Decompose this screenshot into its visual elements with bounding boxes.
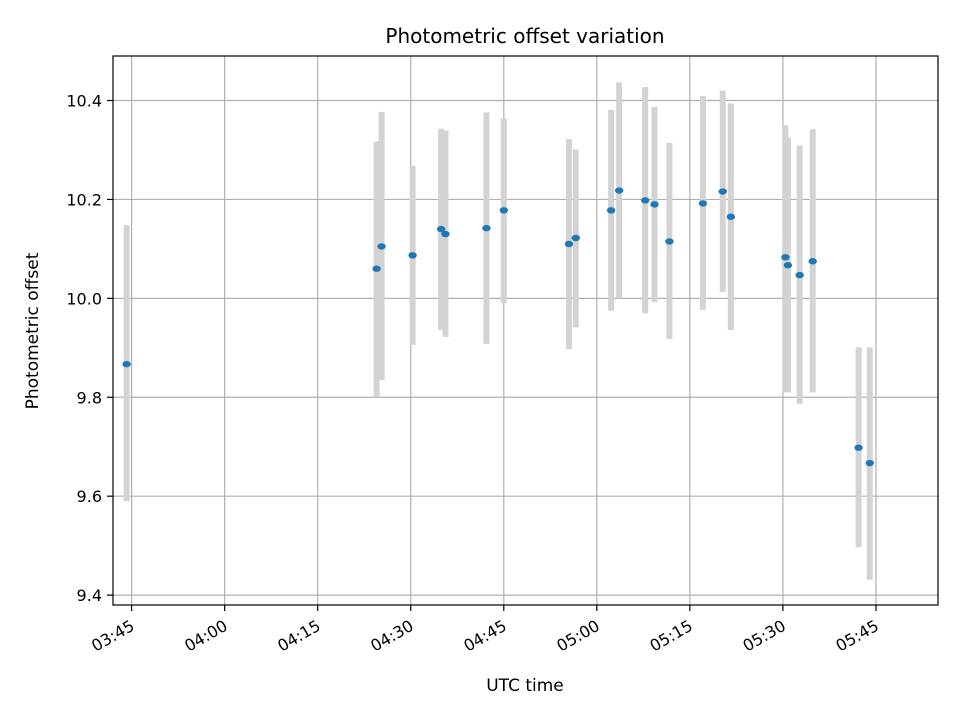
y-tick-label: 10.4 bbox=[66, 92, 102, 111]
y-tick-label: 10.2 bbox=[66, 190, 102, 209]
data-point bbox=[808, 258, 817, 265]
data-point bbox=[665, 238, 674, 245]
data-point bbox=[783, 262, 793, 269]
data-point bbox=[650, 201, 659, 208]
data-point bbox=[122, 360, 131, 368]
data-point bbox=[698, 200, 708, 207]
data-point bbox=[571, 234, 580, 242]
data-point bbox=[718, 188, 727, 195]
data-point bbox=[795, 271, 804, 279]
data-point bbox=[441, 230, 450, 238]
data-point bbox=[372, 265, 381, 272]
data-point bbox=[499, 207, 508, 214]
y-tick-label: 9.6 bbox=[77, 487, 102, 506]
data-point bbox=[641, 197, 650, 204]
y-axis-ticks: 9.4 9.6 9.8 10.0 10.2 10.4 bbox=[66, 92, 113, 605]
y-tick-label: 9.8 bbox=[77, 388, 102, 407]
y-tick-label: 10.0 bbox=[66, 289, 102, 308]
data-point bbox=[482, 224, 491, 232]
data-point bbox=[564, 240, 574, 248]
data-points bbox=[122, 187, 874, 467]
plot-frame bbox=[112, 55, 939, 606]
data-point bbox=[781, 254, 790, 261]
x-axis-label: UTC time bbox=[486, 676, 564, 696]
data-point bbox=[865, 459, 874, 467]
data-point bbox=[436, 225, 446, 233]
chart-title: Photometric offset variation bbox=[385, 24, 664, 48]
data-point bbox=[726, 213, 736, 220]
data-point bbox=[606, 207, 616, 214]
y-tick-label: 9.4 bbox=[77, 586, 102, 605]
data-point bbox=[614, 187, 624, 194]
data-point bbox=[408, 252, 417, 259]
data-point bbox=[854, 444, 863, 451]
y-axis-label: Photometric offset bbox=[23, 252, 43, 409]
data-point bbox=[377, 243, 386, 250]
